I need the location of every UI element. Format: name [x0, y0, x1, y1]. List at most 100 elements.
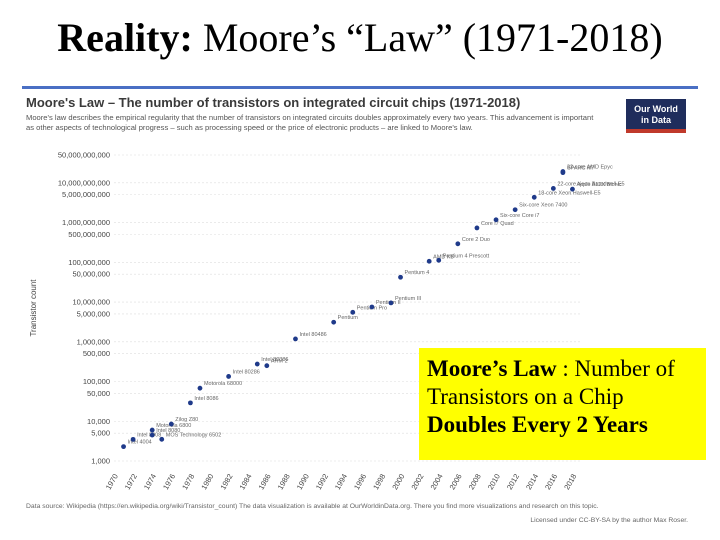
x-tick-label: 2012 — [505, 472, 521, 491]
x-tick-label: 1976 — [161, 472, 177, 491]
data-point-label: 22-core Xeon Broadwell-E5 — [557, 181, 624, 187]
data-point — [493, 217, 499, 223]
y-tick-label: 5,000 — [91, 429, 110, 438]
data-point-label: Pentium III — [395, 296, 422, 302]
x-tick-label: 1990 — [295, 472, 311, 491]
data-point — [560, 170, 566, 176]
y-tick-label: 500,000,000 — [68, 230, 110, 239]
data-point-label: Core 2 Duo — [462, 237, 490, 243]
data-point — [226, 374, 232, 379]
x-tick-label: 2002 — [409, 472, 425, 491]
x-tick-label: 1972 — [123, 472, 139, 491]
data-point-label: Pentium 4 — [405, 270, 430, 276]
data-point — [426, 258, 432, 264]
data-point-label: Zilog Z80 — [175, 417, 198, 423]
x-tick-label: 2004 — [429, 472, 445, 491]
x-tick-label: 1994 — [333, 472, 349, 491]
y-tick-label: 10,000,000,000 — [58, 178, 110, 187]
data-point-label: Intel 8008 — [137, 432, 161, 438]
data-point-label: 32-core AMD Epyc — [567, 165, 613, 171]
y-tick-label: 5,000,000 — [77, 309, 110, 318]
data-point — [474, 225, 480, 231]
chart-license: Licensed under CC-BY-SA by the author Ma… — [530, 517, 688, 524]
y-tick-label: 10,000,000 — [72, 298, 110, 307]
data-point — [369, 304, 375, 310]
data-point — [512, 207, 518, 213]
data-point-label: ARM 2 — [271, 359, 288, 365]
data-point-label: Core i7 Quad — [481, 221, 514, 227]
data-point-label: Apple A12X Bionic — [576, 182, 622, 188]
x-tick-label: 2008 — [467, 472, 483, 491]
x-tick-label: 1978 — [180, 472, 196, 491]
data-point-label: Intel 4004 — [128, 440, 152, 446]
data-point-label: Intel 80486 — [299, 332, 326, 338]
data-point — [159, 436, 165, 442]
callout-bold-1: Moore’s Law — [427, 356, 557, 381]
data-point-label: MOS Technology 6502 — [166, 432, 222, 438]
x-tick-label: 1984 — [237, 472, 253, 491]
data-point-label: SPARC M7 — [567, 166, 595, 172]
data-point-label: Intel 8086 — [194, 396, 218, 402]
slide-title-bold: Reality: — [57, 15, 193, 60]
data-point-label: Intel 80386 — [261, 357, 288, 363]
y-tick-label: 1,000 — [91, 457, 110, 466]
x-tick-label: 2000 — [390, 472, 406, 491]
chart-description: Moore's law describes the empirical regu… — [26, 113, 594, 132]
chart-figure: Moore's Law – The number of transistors … — [22, 93, 698, 540]
data-point-label: 18-core Xeon Haswell-E5 — [538, 190, 600, 196]
slide-title-rest: Moore’s “Law” (1971-2018) — [192, 15, 663, 60]
data-point — [331, 319, 337, 325]
x-tick-label: 1982 — [218, 472, 234, 491]
data-point — [254, 361, 260, 367]
x-tick-label: 1974 — [142, 472, 158, 491]
data-point — [531, 194, 537, 200]
moores-law-callout: Moore’s Law : Number of Transistors on a… — [419, 348, 706, 460]
data-point — [570, 186, 575, 192]
x-tick-label: 1992 — [314, 472, 330, 491]
callout-bold-2: Doubles Every 2 Years — [427, 412, 648, 437]
data-point-label: Pentium II — [376, 300, 401, 306]
x-tick-label: 2018 — [562, 472, 578, 491]
data-point — [388, 300, 394, 306]
y-tick-label: 10,000 — [87, 417, 110, 426]
y-tick-label: 500,000 — [83, 349, 110, 358]
data-point — [121, 444, 126, 450]
x-tick-label: 1970 — [104, 472, 120, 491]
data-point-label: Six-core Xeon 7400 — [519, 203, 567, 209]
data-point-label: Pentium 4 Prescott — [443, 253, 490, 259]
data-point-label: Motorola 6800 — [156, 423, 191, 429]
data-point — [264, 363, 270, 369]
y-tick-label: 5,000,000,000 — [62, 190, 110, 199]
data-point — [149, 432, 155, 438]
moores-law-scatter-chart: 1,000 5,000 10,000 50,000 100,000 500,000 1,00… — [29, 151, 625, 492]
data-point — [130, 436, 136, 442]
data-point — [293, 336, 298, 342]
y-tick-label: 50,000 — [87, 389, 110, 398]
x-tick-label: 2014 — [524, 472, 540, 491]
x-tick-label: 2016 — [543, 472, 559, 491]
slide-title: Reality: Moore’s “Law” (1971-2018) — [0, 14, 720, 61]
y-axis-label: Transistor count — [29, 279, 38, 337]
our-world-in-data-logo: Our World in Data — [626, 99, 686, 133]
data-point-label: Pentium — [338, 315, 359, 321]
data-point — [455, 241, 461, 247]
data-point — [168, 421, 174, 427]
callout-text-1: : Number of Transistors on a Chip — [427, 356, 675, 409]
logo-line-2: in Data — [640, 115, 671, 125]
data-point — [188, 400, 193, 406]
data-point-label: Motorola 68000 — [204, 381, 242, 387]
chart-footer: Data source: Wikipedia (https://en.wikip… — [26, 503, 599, 510]
x-tick-label: 2010 — [486, 472, 502, 491]
x-tick-label: 1988 — [276, 472, 292, 491]
title-underline — [22, 86, 698, 89]
data-point — [197, 385, 203, 391]
data-point — [436, 257, 442, 263]
x-tick-label: 1980 — [199, 472, 215, 491]
x-tick-label: 1986 — [257, 472, 273, 491]
x-tick-label: 2006 — [448, 472, 464, 491]
chart-title: Moore's Law – The number of transistors … — [26, 95, 521, 110]
data-point-label: Six-core Core i7 — [500, 213, 539, 219]
x-tick-label: 1996 — [352, 472, 368, 491]
logo-line-1: Our World — [634, 104, 678, 114]
data-point-label: AMD K8 — [433, 254, 453, 260]
